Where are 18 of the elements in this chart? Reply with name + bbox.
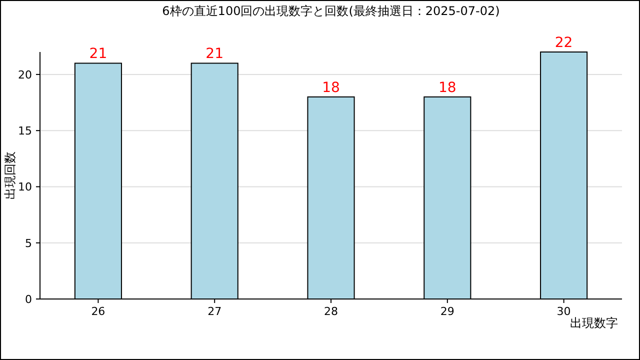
data-label: 21: [206, 46, 224, 62]
x-tick-label: 30: [556, 305, 571, 318]
y-axis-title: 出現回数: [3, 152, 17, 200]
y-tick-label: 5: [25, 236, 32, 250]
x-axis-title: 出現数字: [570, 316, 618, 330]
x-tick-label: 29: [440, 305, 454, 318]
data-label: 18: [322, 80, 340, 96]
x-tick-label: 28: [324, 305, 338, 318]
data-label: 21: [89, 46, 108, 62]
y-tick-label: 0: [25, 293, 32, 306]
x-tick-label: 27: [208, 305, 222, 318]
y-tick-label: 20: [18, 68, 32, 82]
data-label: 22: [554, 35, 573, 51]
chart-title: 6枠の直近100回の出現数字と回数(最終抽選日：2025-07-02): [162, 4, 500, 18]
x-tick-label: 26: [91, 305, 106, 318]
data-label: 18: [438, 80, 456, 96]
y-tick-label: 15: [18, 124, 32, 138]
y-tick-label: 10: [18, 180, 32, 194]
